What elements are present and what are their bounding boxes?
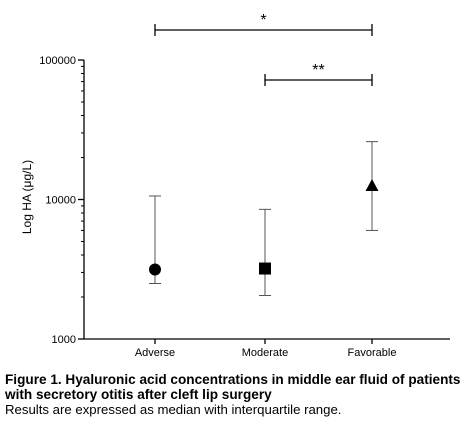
axes <box>78 59 450 344</box>
tick-labels: 1000 10000 100000 Adverse Moderate Favorable <box>39 55 396 359</box>
y-tick-label: 10000 <box>45 195 76 207</box>
median-point-circle <box>149 263 161 276</box>
x-tick-label: Moderate <box>242 347 288 359</box>
x-tick-label: Adverse <box>135 347 175 359</box>
data-marks <box>149 141 379 297</box>
y-tick-label: 100000 <box>39 55 76 67</box>
y-tick-label: 1000 <box>52 334 76 346</box>
median-point-square <box>259 262 271 275</box>
caption-note: Results are expressed as median with int… <box>5 402 342 417</box>
significance-label: * <box>260 12 266 29</box>
x-tick-label: Favorable <box>348 347 397 359</box>
y-axis-label: Log HA (μg/L) <box>20 160 34 234</box>
median-point-triangle <box>365 178 379 191</box>
significance-brackets: *** <box>154 12 373 86</box>
caption-title: Figure 1. Hyaluronic acid concentrations… <box>5 372 461 402</box>
figure-caption: Figure 1. Hyaluronic acid concentrations… <box>5 372 470 417</box>
significance-label: ** <box>312 62 324 79</box>
